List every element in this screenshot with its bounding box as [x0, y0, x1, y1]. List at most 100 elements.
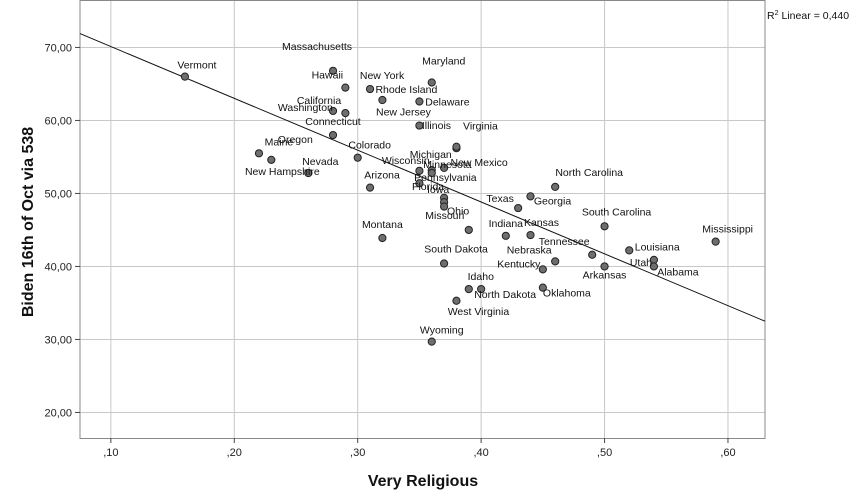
- point-label-illinois: Illinois: [422, 120, 451, 132]
- point-label-louisiana: Louisiana: [635, 241, 680, 253]
- point-label-maine: Maine: [265, 136, 294, 148]
- point-label-kentucky: Kentucky: [497, 258, 541, 270]
- data-point-arkansas: [600, 262, 609, 271]
- point-label-tennessee: Tennessee: [539, 236, 590, 248]
- x-tick-label: ,30: [350, 447, 365, 459]
- x-tick-label: ,60: [720, 447, 735, 459]
- point-label-maryland: Maryland: [422, 55, 465, 67]
- data-point-alabama: [649, 262, 659, 271]
- data-point-mississippi: [711, 237, 720, 246]
- point-label-north-carolina: North Carolina: [555, 167, 623, 179]
- data-point-texas: [514, 203, 523, 213]
- point-label-nebraska: Nebraska: [507, 244, 552, 256]
- data-point-wyoming: [427, 337, 436, 346]
- data-point-south-carolina: [600, 222, 609, 231]
- point-label-massachusetts: Massachusetts: [282, 41, 352, 53]
- data-point-idaho: [464, 284, 473, 294]
- data-point-colorado: [353, 153, 362, 162]
- point-label-california: California: [297, 95, 342, 107]
- data-point-louisiana: [625, 246, 634, 255]
- point-label-pennsylvania: Pennsylvania: [414, 172, 477, 184]
- data-point-delaware: [415, 97, 424, 106]
- r-squared-symbol: R: [767, 10, 775, 22]
- point-label-arizona: Arizona: [364, 170, 400, 182]
- point-label-florida: Florida: [412, 181, 444, 193]
- point-label-idaho: Idaho: [468, 271, 494, 283]
- data-point-tennessee: [588, 250, 597, 259]
- data-point-maine: [254, 149, 264, 158]
- point-label-rhode-island: Rhode Island: [375, 84, 437, 96]
- point-label-new-mexico: New Mexico: [451, 157, 508, 169]
- r-squared-superscript: 2: [775, 10, 779, 17]
- point-label-mississippi: Mississippi: [702, 224, 753, 236]
- point-label-ohio: Ohio: [447, 206, 469, 218]
- x-tick-label: ,50: [597, 447, 612, 459]
- point-label-nevada: Nevada: [302, 156, 338, 168]
- x-tick-label: ,20: [227, 447, 242, 459]
- point-label-north-dakota: North Dakota: [474, 289, 536, 301]
- data-point-oklahoma: [538, 283, 547, 292]
- y-tick-label: 70,00: [44, 42, 72, 54]
- point-label-south-carolina: South Carolina: [582, 206, 652, 218]
- r-squared-annotation: R2 Linear = 0,440: [767, 10, 849, 22]
- data-point-wisconsin: [427, 168, 436, 178]
- point-label-montana: Montana: [362, 219, 403, 231]
- plot-area-frame: [79, 0, 766, 439]
- data-point-maryland: [427, 78, 436, 87]
- data-point-georgia: [526, 192, 535, 201]
- r-squared-fit-type: Linear: [782, 10, 812, 22]
- data-point-oregon: [267, 155, 276, 164]
- point-label-oregon: Oregon: [278, 134, 313, 146]
- point-label-virginia: Virginia: [463, 121, 498, 133]
- data-point-new-mexico: [439, 163, 449, 172]
- point-label-arkansas: Arkansas: [583, 269, 627, 281]
- y-tick-label: 30,00: [44, 334, 72, 346]
- y-axis-title: Biden 16th of Oct via 538: [20, 127, 37, 317]
- point-label-west-virginia: West Virginia: [448, 306, 510, 318]
- data-point-nebraska: [551, 257, 560, 266]
- point-label-michigan: Michigan: [410, 149, 452, 161]
- data-point-connecticut: [328, 130, 338, 140]
- point-label-iowa: Iowa: [427, 184, 449, 196]
- y-tick-label: 40,00: [44, 261, 72, 273]
- data-point-west-virginia: [452, 296, 461, 305]
- data-point-kansas: [526, 230, 535, 240]
- data-point-massachusetts: [328, 66, 338, 75]
- x-tick-label: ,40: [473, 447, 488, 459]
- point-label-south-dakota: South Dakota: [424, 244, 488, 256]
- x-axis-title: Very Religious: [368, 473, 478, 490]
- data-point-montana: [378, 233, 387, 243]
- data-point-rhode-island: [378, 95, 387, 105]
- point-label-new-hampshire: New Hampshire: [245, 166, 320, 178]
- data-point-kentucky: [538, 265, 547, 274]
- data-point-washington: [341, 109, 350, 118]
- y-tick-label: 20,00: [44, 407, 72, 419]
- point-label-texas: Texas: [486, 193, 513, 205]
- point-label-minnesota: Minnesota: [423, 159, 472, 171]
- data-point-pennsylvania: [415, 179, 424, 188]
- y-tick-label: 50,00: [44, 188, 72, 200]
- data-point-north-dakota: [477, 284, 486, 294]
- data-point-north-carolina: [551, 182, 560, 191]
- data-point-virginia: [452, 142, 461, 151]
- data-point-new-jersey: [415, 121, 424, 130]
- data-point-missouri: [464, 225, 473, 235]
- point-label-utah: Utah: [630, 257, 652, 269]
- r-squared-value: = 0,440: [814, 10, 849, 22]
- data-point-new-york: [365, 84, 375, 94]
- linear-fit-line: [79, 33, 766, 322]
- data-point-california: [328, 106, 338, 116]
- data-point-indiana: [501, 231, 510, 240]
- point-label-wyoming: Wyoming: [420, 325, 464, 337]
- data-point-nevada: [304, 168, 313, 178]
- x-tick-label: ,10: [103, 447, 118, 459]
- data-point-arizona: [365, 183, 375, 192]
- data-point-south-dakota: [439, 259, 449, 268]
- point-label-missouri: Missouri: [425, 210, 464, 222]
- point-label-delaware: Delaware: [425, 96, 470, 108]
- point-label-oklahoma: Oklahoma: [543, 288, 591, 300]
- point-label-new-york: New York: [360, 70, 405, 82]
- point-label-new-jersey: New Jersey: [376, 107, 432, 119]
- point-label-georgia: Georgia: [534, 195, 572, 207]
